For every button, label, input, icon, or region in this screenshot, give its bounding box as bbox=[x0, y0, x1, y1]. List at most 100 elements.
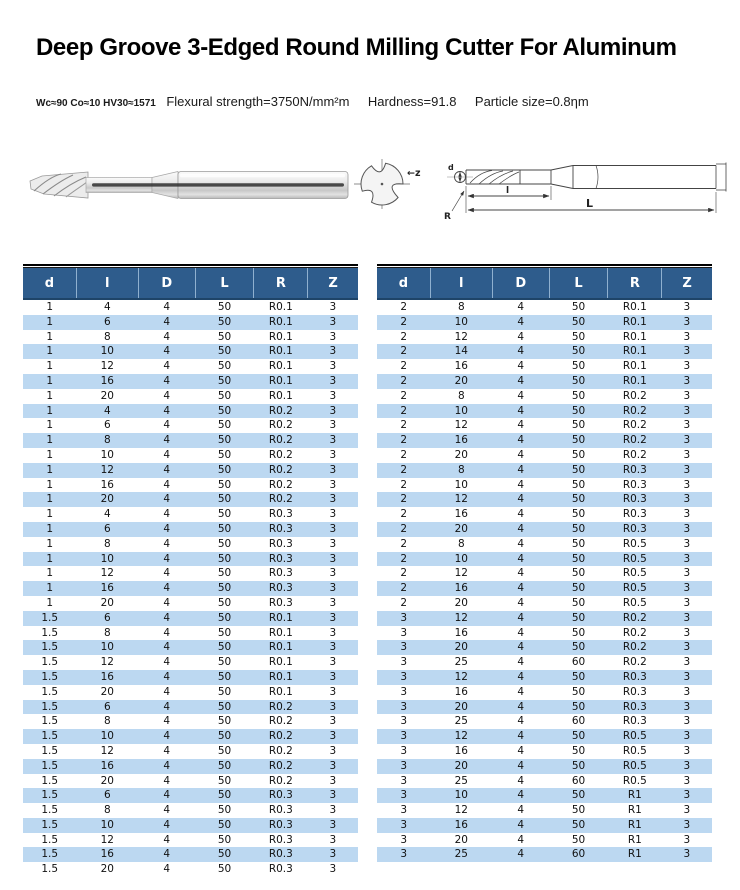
table-cell: 4 bbox=[517, 804, 525, 817]
table-row: 1 8 4 50 R0.3 3 bbox=[23, 537, 358, 552]
table-cell: R0.1 bbox=[622, 345, 647, 358]
table-cell: 4 bbox=[163, 670, 171, 683]
table-cell: 50 bbox=[217, 670, 232, 683]
table-cell: 3 bbox=[683, 626, 691, 639]
table-cell: 16 bbox=[454, 685, 468, 698]
table-row: 1.5 10 4 50 R0.3 3 bbox=[23, 817, 358, 833]
table-cell: 3 bbox=[329, 848, 337, 861]
table-cell: 50 bbox=[217, 448, 232, 461]
table-cell: 4 bbox=[163, 715, 171, 728]
table-cell: 50 bbox=[571, 670, 586, 683]
table-cell: 3 bbox=[683, 759, 691, 772]
table-cell: R0.1 bbox=[622, 330, 647, 343]
table-cell: 4 bbox=[517, 774, 525, 787]
table-cell: 4 bbox=[517, 818, 525, 831]
table-cell: 3 bbox=[329, 389, 337, 402]
table-cell: R0.2 bbox=[622, 626, 647, 639]
table-row: 3 16 4 50 R0.2 3 bbox=[377, 626, 712, 641]
table-cell: R0.1 bbox=[268, 301, 293, 313]
table-cell: 4 bbox=[163, 537, 171, 550]
table-cell: R0.3 bbox=[622, 508, 647, 521]
d-dimension-label: d bbox=[448, 163, 454, 172]
table-row: 2 16 4 50 R0.5 3 bbox=[377, 581, 712, 596]
table-cell: R0.5 bbox=[622, 730, 647, 743]
table-cell: 8 bbox=[103, 330, 111, 343]
table-cell: 6 bbox=[103, 789, 111, 802]
table-cell: R0.3 bbox=[268, 537, 293, 550]
table-cell: R0.3 bbox=[268, 596, 293, 609]
table-cell: 50 bbox=[571, 685, 586, 698]
table-cell: 3 bbox=[683, 360, 691, 373]
table-row: 1.5 12 4 50 R0.1 3 bbox=[23, 655, 358, 670]
table-cell: 1 bbox=[46, 374, 54, 387]
table-cell: R0.3 bbox=[268, 863, 293, 876]
table-cell: 50 bbox=[571, 744, 586, 757]
table-cell: 4 bbox=[517, 374, 525, 387]
table-cell: 4 bbox=[163, 478, 171, 491]
column-header-L: L bbox=[548, 268, 608, 299]
table-cell: 1.5 bbox=[41, 715, 59, 728]
table-row: 1.5 20 4 50 R0.2 3 bbox=[23, 774, 358, 789]
table-cell: 10 bbox=[100, 818, 114, 831]
table-cell: R0.5 bbox=[622, 774, 647, 787]
table-cell: 4 bbox=[163, 330, 171, 343]
table-cell: 4 bbox=[517, 744, 525, 757]
table-row: 3 12 4 50 R0.5 3 bbox=[377, 729, 712, 744]
table-cell: 12 bbox=[454, 804, 468, 817]
table-cell: 3 bbox=[683, 537, 691, 550]
table-cell: R0.3 bbox=[268, 804, 293, 817]
column-header-R: R bbox=[607, 268, 662, 299]
table-cell: 4 bbox=[163, 360, 171, 373]
table-cell: 1 bbox=[46, 404, 54, 417]
table-cell: 1.5 bbox=[41, 848, 59, 861]
table-cell: 2 bbox=[400, 552, 408, 565]
table-cell: 3 bbox=[683, 611, 691, 624]
table-cell: 3 bbox=[683, 345, 691, 358]
table-cell: 50 bbox=[217, 804, 232, 817]
table-cell: 50 bbox=[571, 463, 586, 476]
table-cell: 50 bbox=[571, 522, 586, 535]
table-cell: 4 bbox=[163, 522, 171, 535]
table-cell: 3 bbox=[400, 759, 408, 772]
table-cell: 4 bbox=[163, 493, 171, 506]
table-cell: 16 bbox=[100, 848, 114, 861]
table-cell: R0.1 bbox=[268, 374, 293, 387]
table-cell: 50 bbox=[571, 596, 586, 609]
table-row: 1 6 4 50 R0.3 3 bbox=[23, 521, 358, 537]
table-cell: R0.3 bbox=[622, 463, 647, 476]
table-cell: 1 bbox=[46, 345, 54, 358]
table-cell: 50 bbox=[217, 360, 232, 373]
table-cell: R0.3 bbox=[268, 552, 293, 565]
table-cell: 3 bbox=[683, 685, 691, 698]
table-cell: R0.3 bbox=[268, 833, 293, 846]
table-cell: 4 bbox=[517, 596, 525, 609]
table-cell: R0.3 bbox=[268, 508, 293, 521]
table-cell: 60 bbox=[571, 848, 586, 861]
column-header-d: d bbox=[377, 268, 431, 299]
table-row: 1 10 4 50 R0.1 3 bbox=[23, 344, 358, 360]
table-cell: R0.2 bbox=[268, 463, 293, 476]
table-cell: 3 bbox=[329, 759, 337, 772]
table-cell: 14 bbox=[454, 345, 468, 358]
table-cell: 3 bbox=[329, 730, 337, 743]
table-cell: 12 bbox=[454, 670, 468, 683]
table-cell: R0.3 bbox=[622, 478, 647, 491]
table-cell: 16 bbox=[100, 374, 114, 387]
table-cell: 3 bbox=[683, 463, 691, 476]
table-cell: 3 bbox=[329, 715, 337, 728]
table-cell: 50 bbox=[217, 730, 232, 743]
table-cell: 16 bbox=[100, 759, 114, 772]
table-cell: 50 bbox=[571, 700, 586, 713]
table-cell: 20 bbox=[454, 374, 468, 387]
table-cell: 50 bbox=[217, 478, 232, 491]
table-cell: 4 bbox=[163, 448, 171, 461]
spec-table-left: d l D L R Z 1 4 4 50 R0.1 3 1 6 4 50 R0.1 3 1 8 4 50 R0.1 3 1 10 4… bbox=[23, 268, 358, 877]
table-cell: 50 bbox=[217, 596, 232, 609]
table-cell: 4 bbox=[517, 448, 525, 461]
table-cell: 4 bbox=[517, 478, 525, 491]
table-cell: 3 bbox=[683, 715, 691, 728]
table-cell: 10 bbox=[100, 345, 114, 358]
table-cell: 4 bbox=[517, 360, 525, 373]
table-cell: 20 bbox=[100, 863, 114, 876]
table-row: 2 20 4 50 R0.2 3 bbox=[377, 448, 712, 463]
